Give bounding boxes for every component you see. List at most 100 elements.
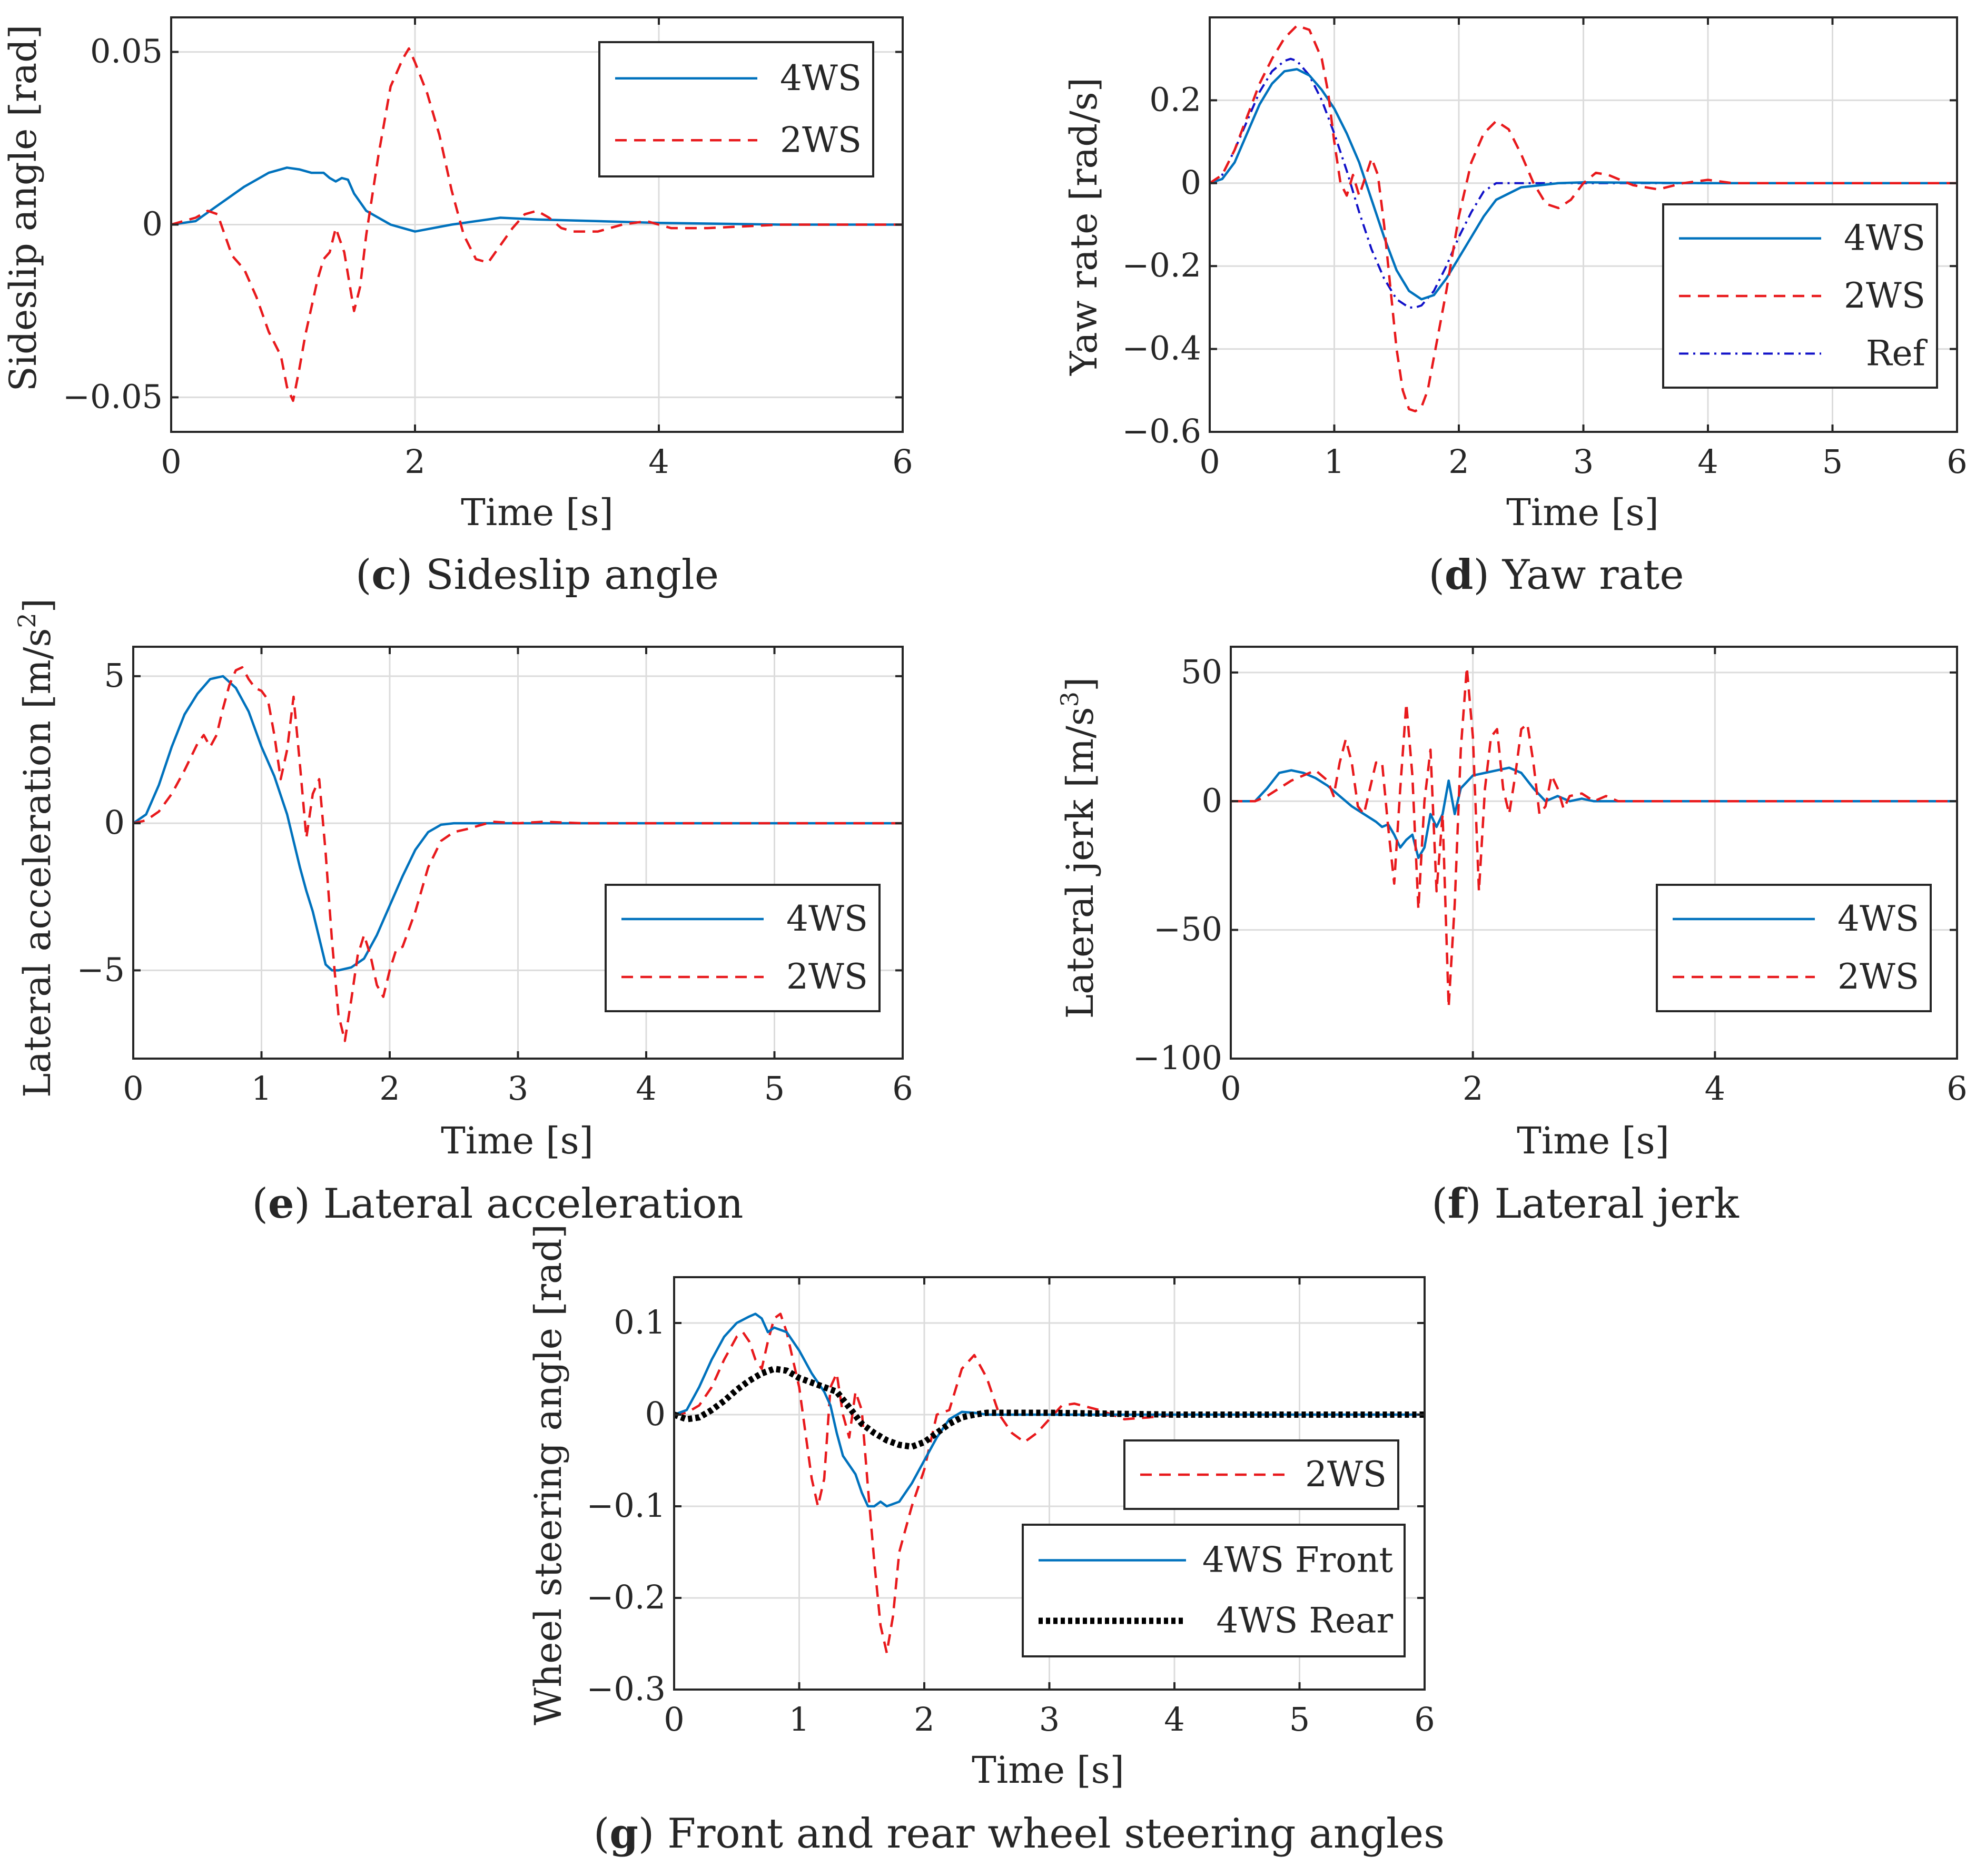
series-e-2ws <box>133 666 903 1042</box>
ytick-label-f: −100 <box>1133 1039 1222 1077</box>
xtick-label-d: 5 <box>1822 442 1843 481</box>
ytick-label-d: −0.6 <box>1122 412 1201 450</box>
ytick-label-e: −5 <box>77 950 125 989</box>
ytick-label-e: 5 <box>104 656 125 695</box>
xlabel-d: Time [s] <box>1506 491 1659 534</box>
legend-label-e-2ws: 2WS <box>786 956 868 997</box>
ylabel-f-sup: 3 <box>1055 692 1084 707</box>
ylabel-g: Wheel steering angle [rad] <box>527 1224 570 1725</box>
xtick-label-f: 2 <box>1463 1069 1483 1108</box>
legend-box-e <box>605 884 881 1012</box>
xtick-label-d: 2 <box>1448 442 1469 481</box>
ylabel-e-sup: 2 <box>13 613 41 628</box>
series-f-2ws <box>1231 666 1957 1009</box>
xtick-label-e: 2 <box>379 1069 400 1108</box>
ytick-label-f: 50 <box>1181 653 1222 691</box>
legend-c: 4WS 2WS <box>598 41 874 177</box>
xtick-label-d: 1 <box>1324 442 1345 481</box>
ytick-label-d: 0.2 <box>1149 80 1201 119</box>
ytick-label-c: 0.05 <box>90 32 163 71</box>
panel-d: Yaw rate [rad/s] Time [s] (d) Yaw rate <box>1062 77 1684 599</box>
series-g-4ws-rear <box>674 1366 1425 1450</box>
series-group-g <box>674 1312 1425 1654</box>
series-group-c <box>171 47 903 402</box>
xtick-label-g: 5 <box>1289 1700 1310 1739</box>
ytick-label-f: 0 <box>1202 781 1222 819</box>
legend-label-g-4ws-front: 4WS Front <box>1202 1540 1393 1581</box>
xtick-label-e: 1 <box>251 1069 272 1108</box>
axes-c: 0 2 4 6 −0.05 0 0.05 4WS 2WS <box>63 16 913 481</box>
ylabel-e: Lateral acceleration [m/s2] <box>13 598 59 1098</box>
ylabel-c: Sideslip angle [rad] <box>2 25 45 392</box>
ytick-label-d: 0 <box>1181 163 1201 202</box>
ytick-label-g: −0.3 <box>586 1670 666 1708</box>
legend-label-d-2ws: 2WS <box>1844 275 1925 316</box>
legend-label-d-ref: Ref <box>1866 333 1928 373</box>
xlabel-f: Time [s] <box>1517 1119 1669 1162</box>
xtick-label-d: 3 <box>1573 442 1594 481</box>
ytick-label-d: −0.4 <box>1122 329 1201 368</box>
series-d-4ws <box>1210 68 1957 301</box>
xtick-label-c: 6 <box>892 442 913 481</box>
caption-f: (f) Lateral jerk <box>1431 1180 1739 1228</box>
ylabel-e-main: Lateral acceleration [m/s <box>16 628 59 1098</box>
xtick-label-g: 1 <box>789 1700 809 1739</box>
series-c-2ws <box>171 47 903 402</box>
series-d-2ws <box>1210 24 1957 412</box>
xtick-label-g: 3 <box>1039 1700 1060 1739</box>
xtick-label-c: 2 <box>404 442 425 481</box>
xlabel-c: Time [s] <box>461 491 614 534</box>
ytick-label-f: −50 <box>1153 910 1222 949</box>
legend-box-f <box>1656 884 1932 1012</box>
series-group-f <box>1231 666 1957 1009</box>
series-group-d <box>1210 24 1957 412</box>
xtick-label-g: 6 <box>1414 1700 1435 1739</box>
panel-f: Lateral jerk [m/s3] Time [s] (f) Lateral… <box>1055 677 1739 1228</box>
xtick-label-c: 4 <box>648 442 669 481</box>
legend-label-g-4ws-rear: 4WS Rear <box>1216 1601 1393 1641</box>
ylabel-f-end: ] <box>1059 677 1102 692</box>
caption-c: (c) Sideslip angle <box>355 551 719 599</box>
ytick-label-g: 0 <box>645 1395 666 1433</box>
legend-d: 4WS 2WS Ref <box>1662 203 1938 389</box>
xtick-label-d: 6 <box>1947 442 1967 481</box>
series-e-4ws <box>133 675 903 972</box>
legend-label-d-4ws: 4WS <box>1844 218 1925 259</box>
ytick-label-g: 0.1 <box>614 1303 666 1341</box>
xtick-label-e: 5 <box>764 1069 785 1108</box>
xtick-label-g: 0 <box>664 1700 684 1739</box>
panel-e: Lateral acceleration [m/s2] Time [s] (e)… <box>13 598 744 1228</box>
legend-label-e-4ws: 4WS <box>786 898 868 939</box>
series-c-4ws <box>171 166 903 233</box>
xtick-label-g: 2 <box>914 1700 934 1739</box>
series-g-4ws-front <box>674 1312 1425 1508</box>
ylabel-f: Lateral jerk [m/s3] <box>1055 677 1102 1019</box>
panel-c: Sideslip angle [rad] Time [s] (c) Sidesl… <box>2 25 719 599</box>
ylabel-e-end: ] <box>16 598 59 613</box>
xtick-label-d: 0 <box>1199 442 1220 481</box>
legend-label-c-4ws: 4WS <box>780 58 862 98</box>
axes-d: 0 1 2 3 4 5 6 −0.6 −0.4 −0.2 0 0.2 4WS 2WS Ref <box>1122 16 1968 481</box>
legend-label-f-4ws: 4WS <box>1837 898 1919 939</box>
panel-g: Wheel steering angle [rad] Time [s] (g) … <box>527 1224 1445 1858</box>
xtick-label-d: 4 <box>1697 442 1718 481</box>
ylabel-f-main: Lateral jerk [m/s <box>1059 707 1102 1019</box>
ytick-label-g: −0.2 <box>586 1578 666 1616</box>
xtick-label-f: 0 <box>1220 1069 1241 1108</box>
xtick-label-f: 6 <box>1947 1069 1967 1108</box>
xtick-label-e: 4 <box>636 1069 656 1108</box>
caption-e: (e) Lateral acceleration <box>252 1180 743 1228</box>
xtick-label-e: 0 <box>123 1069 143 1108</box>
xtick-label-f: 4 <box>1705 1069 1725 1108</box>
frame-f <box>1230 646 1958 1060</box>
ylabel-d: Yaw rate [rad/s] <box>1062 77 1105 376</box>
legend-label-g-2ws: 2WS <box>1305 1454 1387 1495</box>
series-d-ref <box>1210 57 1957 309</box>
series-group-e <box>133 666 903 1042</box>
